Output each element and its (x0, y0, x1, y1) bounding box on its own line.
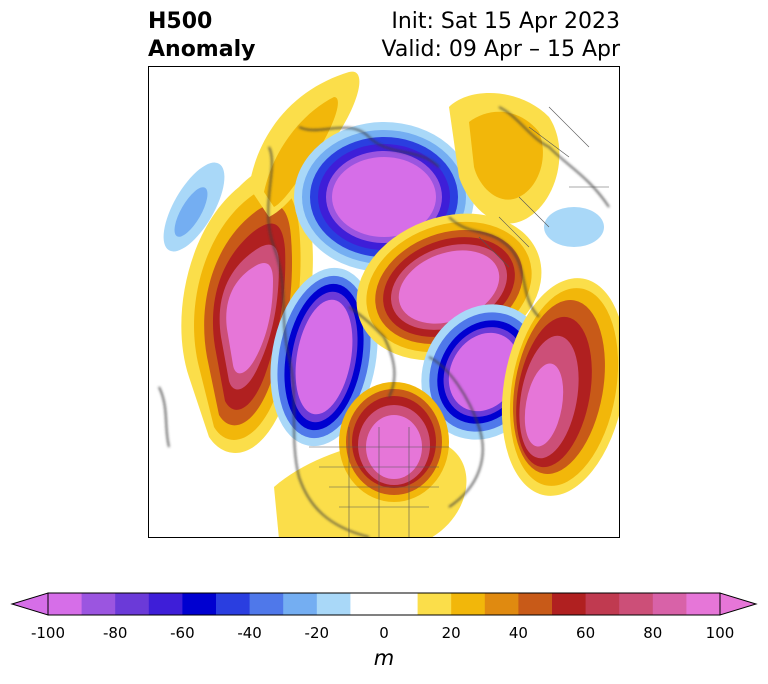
init-time: Init: Sat 15 Apr 2023 (391, 9, 620, 34)
colorbar-outline (47, 592, 721, 616)
colorbar-tick-label: -20 (304, 624, 330, 642)
colorbar-cell (81, 593, 116, 615)
positive-anomaly-north-asia (449, 93, 560, 224)
colorbar-tick-label: -100 (30, 624, 66, 642)
colorbar-cell (350, 593, 385, 615)
colorbar-cell (518, 593, 553, 615)
colorbar-cell (417, 593, 452, 615)
colorbar (10, 592, 758, 616)
colorbar-extend-low (10, 592, 49, 616)
anomaly-map (158, 71, 619, 537)
colorbar-tick-label: -60 (170, 624, 195, 642)
colorbar-tick-label: 0 (379, 624, 389, 642)
negative-anomaly-small-east (544, 207, 604, 247)
title-type: Anomaly (148, 37, 256, 62)
colorbar-cell (686, 593, 721, 615)
colorbar-cell (316, 593, 351, 615)
coastlines (158, 106, 610, 537)
colorbar-tick-label: 40 (508, 624, 528, 642)
colorbar-cell (384, 593, 419, 615)
colorbar-tick-label: 100 (705, 624, 735, 642)
colorbar-cell (249, 593, 284, 615)
colorbar-unit: m (373, 646, 395, 670)
colorbar-cell (283, 593, 318, 615)
map-panel (148, 66, 620, 538)
colorbar-tick-label: 60 (576, 624, 596, 642)
colorbar-tick-label: -40 (237, 624, 262, 642)
positive-anomaly-alaska (249, 71, 360, 217)
colorbar-cell (484, 593, 519, 615)
borders (309, 106, 609, 537)
colorbar-cell (115, 593, 150, 615)
colorbar-cell (652, 593, 687, 615)
colorbar-cell (182, 593, 217, 615)
negative-anomaly-west (270, 267, 378, 447)
title-left: H500 Anomaly (148, 8, 255, 64)
title-variable: H500 (148, 9, 213, 34)
valid-period: Valid: 09 Apr – 15 Apr (381, 37, 621, 62)
positive-anomaly-europe (501, 278, 619, 496)
colorbar-cell (48, 593, 83, 615)
colorbar-cell (552, 593, 587, 615)
colorbar-tick-label: 80 (643, 624, 663, 642)
colorbar-extend-high (719, 592, 758, 616)
colorbar-cell (619, 593, 654, 615)
colorbar-cell (148, 593, 183, 615)
colorbar-tick-label: -80 (102, 624, 128, 642)
colorbar-cell (216, 593, 251, 615)
title-right: Init: Sat 15 Apr 2023 Valid: 09 Apr – 15… (382, 8, 621, 64)
colorbar-tick-label: 20 (441, 624, 461, 642)
colorbar-cell (585, 593, 620, 615)
colorbar-cell (451, 593, 486, 615)
positive-anomaly-north-america (274, 382, 467, 537)
